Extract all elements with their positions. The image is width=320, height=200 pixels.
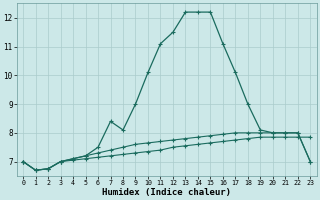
X-axis label: Humidex (Indice chaleur): Humidex (Indice chaleur) [102, 188, 231, 197]
